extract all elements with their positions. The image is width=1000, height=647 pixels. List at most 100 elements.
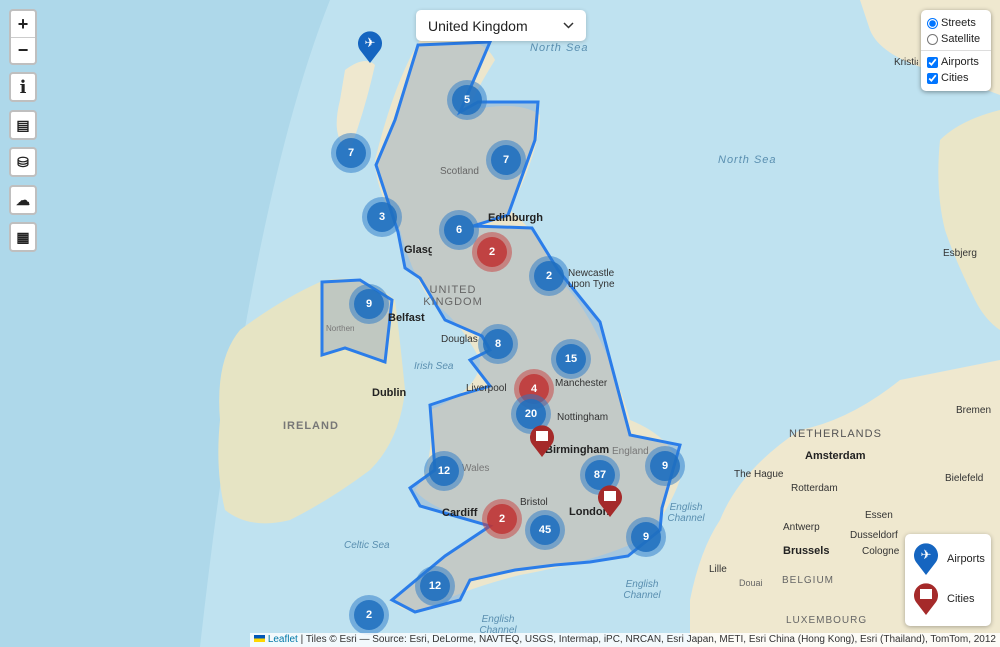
airport-marker[interactable]: ✈	[357, 30, 383, 64]
cluster-count: 3	[367, 202, 397, 232]
label-manchester: Manchester	[555, 378, 608, 389]
label-luxembourg: LUXEMBOURG	[786, 615, 868, 626]
city-cluster[interactable]: 2	[482, 499, 522, 539]
airports-checkbox[interactable]	[927, 56, 938, 68]
airport-cluster[interactable]: 2	[529, 256, 569, 296]
label-belfast: Belfast	[388, 312, 425, 324]
label-kristiansand: Kristiansand	[894, 57, 918, 68]
cluster-count: 15	[556, 344, 586, 374]
coins-icon: ⛁	[17, 153, 29, 170]
label-irish-sea: Irish Sea	[414, 361, 454, 372]
zoom-control: + −	[9, 9, 37, 65]
land-hebrides	[336, 61, 375, 150]
label-north-sea: North Sea	[530, 42, 589, 54]
country-select[interactable]: United Kingdom	[416, 10, 586, 41]
label-liverpool: Liverpool	[466, 383, 507, 394]
airport-cluster[interactable]: 15	[551, 339, 591, 379]
city-cluster[interactable]: 2	[472, 232, 512, 272]
airport-cluster[interactable]: 12	[424, 451, 464, 491]
cluster-count: 2	[477, 237, 507, 267]
airport-cluster[interactable]: 3	[362, 197, 402, 237]
label-lille: Lille	[709, 564, 727, 575]
overlay-cities[interactable]: Cities	[927, 70, 985, 86]
airport-cluster[interactable]: 9	[626, 517, 666, 557]
label-cologne: Cologne	[862, 546, 900, 557]
airports-label: Airports	[941, 56, 979, 68]
label-edinburgh: Edinburgh	[488, 212, 543, 224]
airport-cluster[interactable]: 5	[447, 80, 487, 120]
airport-cluster[interactable]: 8	[478, 324, 518, 364]
fax-icon: ▤	[16, 116, 30, 133]
label-antwerp: Antwerp	[783, 522, 820, 533]
label-northern-ireland: Northern Ireland	[326, 324, 354, 333]
label-belgium: BELGIUM	[782, 575, 835, 586]
weather-button[interactable]: ☁	[9, 185, 37, 215]
land-denmark	[938, 110, 1000, 330]
airport-cluster[interactable]: 2	[349, 595, 389, 635]
airport-cluster[interactable]: 12	[415, 566, 455, 606]
satellite-label: Satellite	[941, 33, 981, 45]
label-netherlands: NETHERLANDS	[789, 428, 882, 440]
label-the-hague: The Hague	[734, 469, 784, 480]
layer-streets[interactable]: Streets	[927, 15, 985, 31]
calendar-button[interactable]: ▦	[9, 222, 37, 252]
cluster-count: 2	[487, 504, 517, 534]
satellite-radio[interactable]	[927, 33, 938, 45]
deep-sea	[0, 0, 330, 647]
plane-icon: ✈	[365, 35, 376, 50]
fax-button[interactable]: ▤	[9, 110, 37, 140]
zoom-in-button[interactable]: +	[17, 13, 29, 34]
legend: ✈ Airports Cities	[905, 534, 991, 626]
attribution-text: | Tiles © Esri — Source: Esri, DeLorme, …	[300, 634, 996, 645]
cluster-count: 7	[491, 145, 521, 175]
cluster-count: 9	[631, 522, 661, 552]
info-button[interactable]: i	[9, 72, 37, 102]
cluster-count: 45	[530, 515, 560, 545]
label-esbjerg: Esbjerg	[943, 248, 977, 259]
airport-cluster[interactable]: 7	[331, 133, 371, 173]
building-icon	[604, 491, 616, 501]
label-wales: Wales	[462, 463, 490, 474]
label-scotland: Scotland	[440, 166, 479, 177]
divider	[921, 50, 991, 51]
zoom-out-button[interactable]: −	[11, 37, 35, 63]
airport-cluster[interactable]: 6	[439, 210, 479, 250]
cities-checkbox[interactable]	[927, 72, 938, 84]
building-icon	[536, 431, 548, 441]
label-bremen: Bremen	[956, 405, 992, 416]
airport-cluster[interactable]: 7	[486, 140, 526, 180]
cluster-count: 8	[483, 329, 513, 359]
chevron-down-icon	[563, 22, 574, 29]
legend-airports: Airports	[947, 553, 985, 565]
label-rotterdam: Rotterdam	[791, 483, 838, 494]
weather-icon: ☁	[16, 191, 30, 208]
cluster-count: 2	[534, 261, 564, 291]
cluster-count: 87	[585, 460, 615, 490]
label-glasgow: Glasgow	[404, 244, 432, 256]
label-ireland: IRELAND	[283, 420, 339, 432]
label-london: London	[569, 506, 610, 518]
layer-satellite[interactable]: Satellite	[927, 31, 985, 47]
label-amsterdam: Amsterdam	[805, 450, 866, 462]
airport-cluster[interactable]: 9	[349, 284, 389, 324]
coins-button[interactable]: ⛁	[9, 147, 37, 177]
layer-control: Streets Satellite Airports Cities	[921, 10, 991, 91]
overlay-airports[interactable]: Airports	[927, 54, 985, 70]
calendar-icon: ▦	[16, 228, 30, 245]
leaflet-link[interactable]: Leaflet	[267, 634, 298, 645]
label-english-channel: English Channel	[623, 579, 661, 601]
cluster-count: 6	[444, 215, 474, 245]
streets-radio[interactable]	[927, 17, 938, 29]
label-dusseldorf: Dusseldorf	[850, 530, 898, 541]
label-dublin: Dublin	[372, 387, 407, 399]
airport-cluster[interactable]: 45	[525, 510, 565, 550]
airport-cluster[interactable]: 9	[645, 446, 685, 486]
city-marker[interactable]	[529, 424, 555, 458]
ukraine-flag-icon	[254, 635, 266, 642]
label-brussels: Brussels	[783, 545, 830, 557]
cities-label: Cities	[941, 72, 969, 84]
city-marker[interactable]	[597, 484, 623, 518]
label-douglas: Douglas	[441, 334, 478, 345]
city-legend-icon	[914, 583, 938, 615]
svg-text:✈: ✈	[921, 547, 932, 562]
